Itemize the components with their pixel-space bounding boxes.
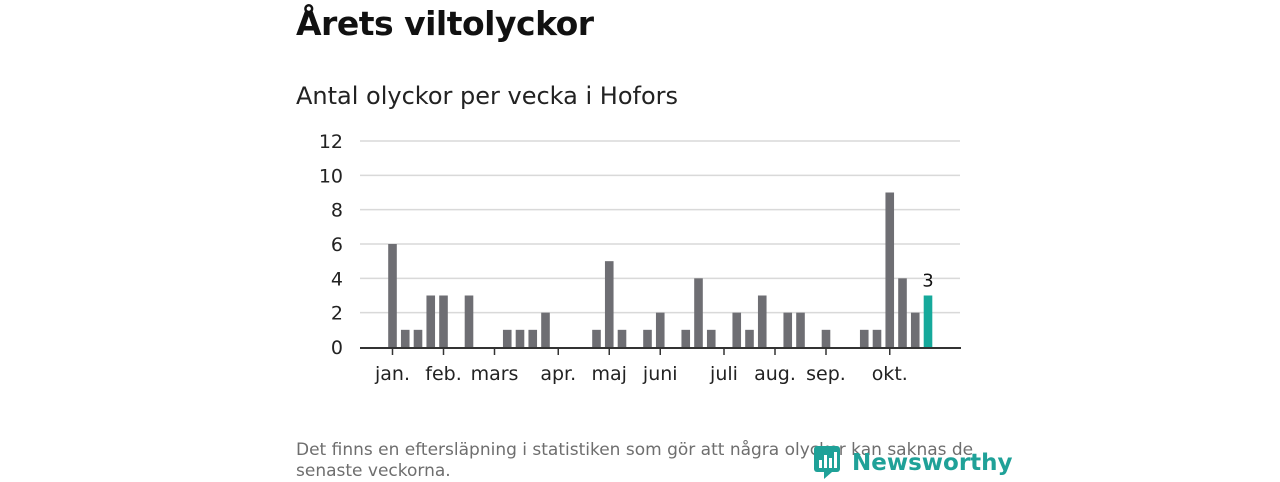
bar	[502, 329, 512, 347]
x-tick-label: maj	[592, 363, 627, 385]
bar	[643, 329, 652, 347]
bar-highlight	[923, 295, 933, 347]
bar	[592, 329, 601, 347]
bar	[464, 295, 474, 347]
x-tick-label: jan.	[374, 363, 410, 385]
bar	[745, 329, 754, 347]
bar	[655, 312, 665, 347]
bar	[604, 261, 614, 347]
bar	[528, 329, 538, 347]
footnote: Det finns en eftersläpning i statistiken…	[296, 440, 974, 481]
y-tick-label: 10	[319, 165, 343, 187]
gridlines	[360, 140, 960, 314]
x-tick-label: sep.	[806, 363, 846, 385]
brand-logo[interactable]: Newsworthy	[814, 446, 1013, 480]
bar	[413, 329, 423, 347]
bar	[439, 295, 448, 347]
bar	[694, 278, 703, 347]
bar	[400, 329, 410, 347]
bar	[706, 329, 716, 347]
bar	[872, 329, 882, 347]
x-axis-ticks: jan. feb. mars apr. maj juni juli aug. sep. okt.	[374, 348, 908, 385]
bar	[885, 192, 895, 347]
y-tick-label: 0	[331, 337, 343, 359]
x-tick-label: mars	[471, 363, 519, 385]
bar	[681, 329, 691, 347]
bar	[515, 329, 525, 347]
bar	[821, 329, 831, 347]
y-axis-ticks: 0 2 4 6 8 10 12	[319, 131, 343, 359]
bar	[617, 329, 627, 347]
bar	[796, 312, 805, 347]
y-tick-label: 2	[331, 303, 343, 325]
y-tick-label: 12	[319, 131, 343, 153]
bar	[757, 295, 767, 347]
bar	[732, 312, 742, 347]
x-tick-label: aug.	[754, 363, 796, 385]
x-tick-label: juni	[642, 363, 678, 385]
data-labels: 3	[922, 271, 933, 292]
page-title: Årets viltolyckor	[296, 4, 594, 43]
x-tick-label: apr.	[540, 363, 576, 385]
bar	[388, 244, 397, 347]
y-tick-label: 4	[331, 268, 343, 290]
x-tick-label: okt.	[872, 363, 908, 385]
bars	[388, 192, 933, 347]
x-tick-label: feb.	[425, 363, 461, 385]
bar	[541, 312, 550, 347]
newsworthy-chart-logo-icon	[814, 446, 840, 479]
bar-chart: 0 2 4 6 8 10 12 jan. feb. mars apr. maj juni juli aug…	[319, 131, 961, 385]
brand-name: Newsworthy	[852, 450, 1013, 476]
bar	[426, 295, 436, 347]
y-tick-label: 6	[331, 234, 343, 256]
bar	[783, 312, 793, 347]
bar	[910, 312, 920, 347]
data-label: 3	[922, 271, 933, 292]
bar	[898, 278, 907, 347]
x-tick-label: juli	[709, 363, 738, 385]
bar	[859, 329, 869, 347]
chart-title: Antal olyckor per vecka i Hofors	[296, 82, 679, 110]
y-tick-label: 8	[331, 200, 343, 222]
